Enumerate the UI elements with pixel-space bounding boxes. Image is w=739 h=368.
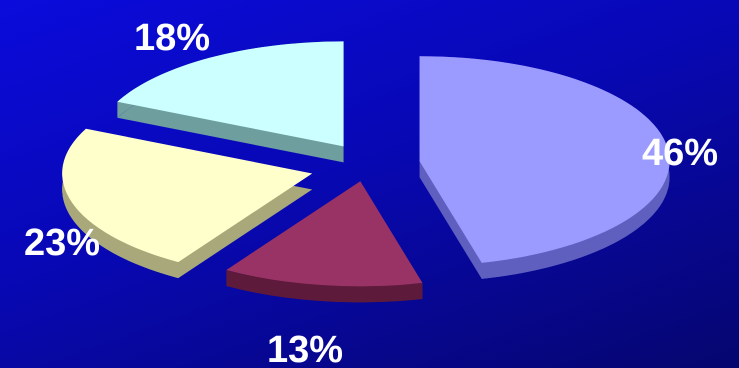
pie-slice-3 <box>62 128 313 279</box>
slice-data-label: 23% <box>24 222 100 264</box>
pie-slice-rim <box>226 269 423 303</box>
slice-data-label: 13% <box>267 329 343 368</box>
pie-slice-1 <box>419 56 670 279</box>
pie-slice-top <box>117 41 344 147</box>
slice-data-label: 18% <box>134 17 210 59</box>
slice-data-label: 46% <box>642 132 718 174</box>
pie-slice-2 <box>226 181 423 303</box>
pie-slice-top <box>419 56 670 263</box>
pie-slice-4 <box>117 41 344 163</box>
pie-slice-top <box>226 181 423 287</box>
pie-slice-top <box>62 128 313 263</box>
